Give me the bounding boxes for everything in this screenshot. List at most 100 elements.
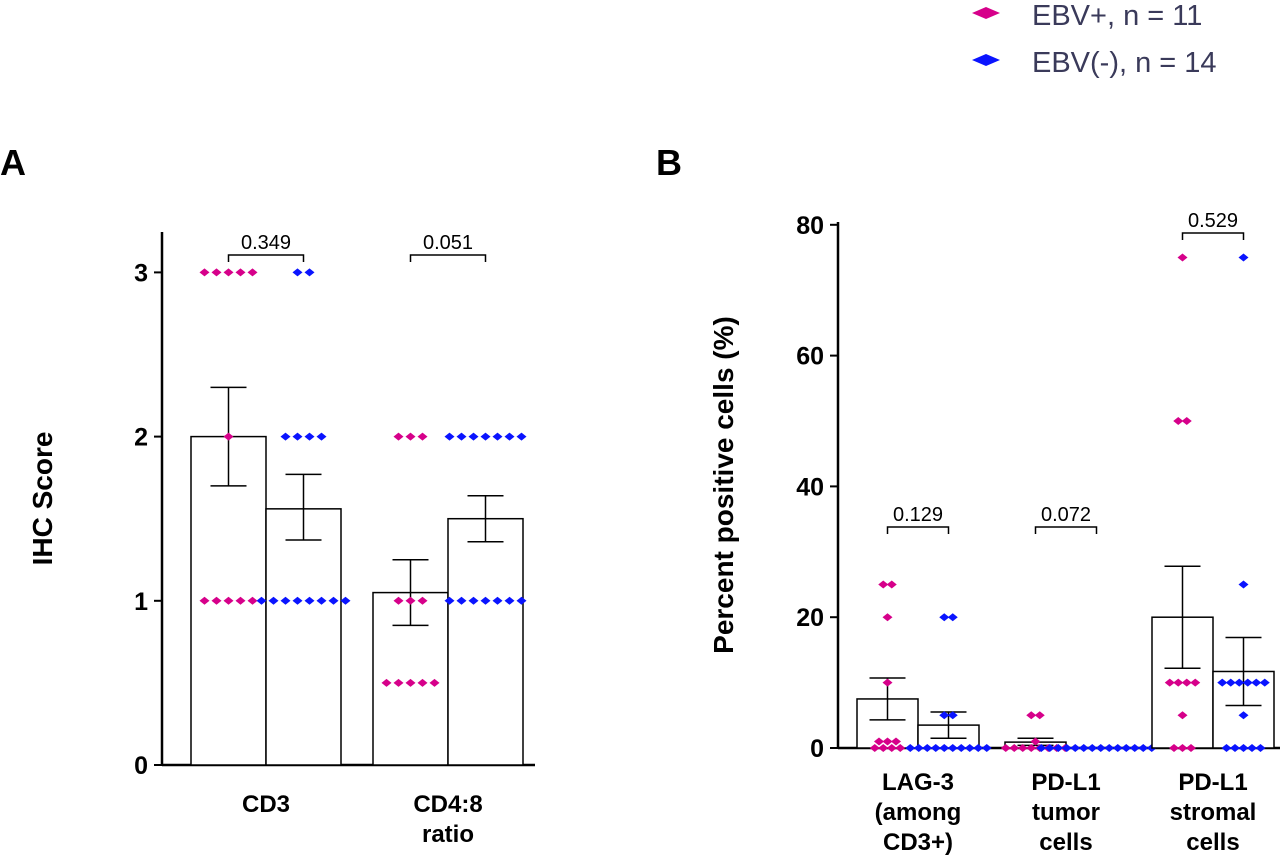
y-axis-label: IHC Score: [27, 432, 58, 566]
data-point: [405, 678, 416, 687]
significance-bracket: [227, 254, 305, 262]
data-point: [882, 678, 893, 687]
panel-label-b: B: [656, 142, 682, 183]
data-point: [1181, 678, 1192, 687]
data-point: [939, 744, 950, 752]
data-point: [1177, 711, 1188, 720]
data-point: [199, 596, 210, 605]
significance-bracket: [409, 254, 487, 262]
data-point: [280, 432, 291, 441]
data-point: [1044, 744, 1055, 752]
data-point: [417, 596, 428, 605]
data-point: [211, 596, 222, 605]
data-point: [480, 432, 491, 441]
data-point: [1017, 744, 1028, 752]
data-point: [1053, 744, 1064, 752]
bar: [265, 508, 342, 766]
data-point: [280, 596, 291, 605]
p-value-label: 0.129: [893, 504, 943, 526]
data-point: [1190, 678, 1201, 687]
category-label: PD-L1: [1178, 769, 1247, 796]
category-label: CD3: [242, 791, 290, 818]
data-point: [256, 596, 267, 605]
data-point: [1169, 744, 1179, 752]
data-point: [895, 744, 906, 752]
data-point: [981, 744, 992, 752]
data-point: [1070, 744, 1081, 752]
data-point: [516, 596, 527, 605]
data-point: [1217, 678, 1228, 687]
data-point: [480, 596, 491, 605]
data-point: [1238, 253, 1249, 262]
data-point: [292, 596, 303, 605]
data-point: [1255, 744, 1266, 752]
data-point: [1138, 744, 1149, 752]
significance-bracket: [1181, 232, 1245, 240]
category-label: stromal: [1170, 799, 1257, 826]
data-point: [1251, 678, 1262, 687]
y-tick-label: 40: [796, 473, 824, 501]
data-point: [930, 744, 941, 752]
data-point: [516, 432, 527, 441]
p-value-label: 0.072: [1041, 504, 1091, 526]
category-label: ratio: [422, 821, 474, 848]
data-point: [456, 596, 467, 605]
data-point: [874, 737, 884, 746]
data-point: [456, 432, 467, 441]
data-point: [956, 744, 967, 752]
data-point: [1095, 744, 1106, 752]
data-point: [405, 432, 416, 441]
data-point: [444, 432, 455, 441]
data-point: [268, 596, 279, 605]
data-point: [913, 744, 924, 752]
data-point: [292, 268, 303, 277]
data-point: [947, 744, 958, 752]
data-point: [1034, 711, 1045, 720]
data-point: [340, 596, 351, 605]
data-point: [504, 596, 515, 605]
legend-marker-ebv-neg: [972, 54, 1000, 66]
data-point: [1238, 744, 1249, 752]
legend-label-ebv-pos: EBV+, n = 11: [1032, 0, 1202, 32]
data-point: [444, 596, 455, 605]
data-point: [1026, 744, 1037, 752]
p-value-label: 0.349: [241, 232, 291, 254]
data-point: [468, 596, 479, 605]
data-point: [247, 596, 258, 605]
y-tick-label: 80: [796, 212, 824, 240]
data-point: [468, 432, 479, 441]
data-point: [1036, 744, 1047, 752]
category-label: CD3+): [883, 829, 953, 856]
panel-a-chart: 0 1 2 3 IHC Score CD3 0.349 CD4:8 ratio 0.051: [27, 232, 535, 848]
legend: EBV+, n = 11 EBV(-), n = 14: [972, 0, 1217, 79]
data-point: [905, 744, 916, 752]
data-point: [1087, 744, 1098, 752]
data-point: [381, 678, 392, 687]
data-point: [939, 711, 950, 720]
panel-label-a: A: [0, 142, 26, 183]
data-point: [211, 268, 222, 277]
data-point: [1181, 417, 1192, 425]
data-point: [235, 596, 246, 605]
data-point: [1177, 744, 1188, 752]
data-point: [1234, 678, 1245, 687]
data-point: [947, 711, 958, 720]
category-label: cells: [1186, 829, 1239, 856]
data-point: [939, 613, 950, 622]
data-point: [1230, 744, 1240, 752]
y-axis-label: Percent positive cells (%): [708, 316, 739, 654]
data-point: [223, 432, 234, 441]
data-point: [1177, 253, 1188, 262]
data-point: [393, 678, 404, 687]
category-label: tumor: [1032, 799, 1100, 826]
data-point: [1009, 744, 1020, 752]
data-point: [393, 596, 404, 605]
y-tick-label: 3: [134, 259, 148, 287]
data-point: [886, 744, 897, 752]
data-point: [878, 580, 889, 589]
data-point: [429, 678, 440, 687]
data-point: [1225, 678, 1236, 687]
data-point: [869, 744, 880, 752]
data-point: [235, 268, 246, 277]
